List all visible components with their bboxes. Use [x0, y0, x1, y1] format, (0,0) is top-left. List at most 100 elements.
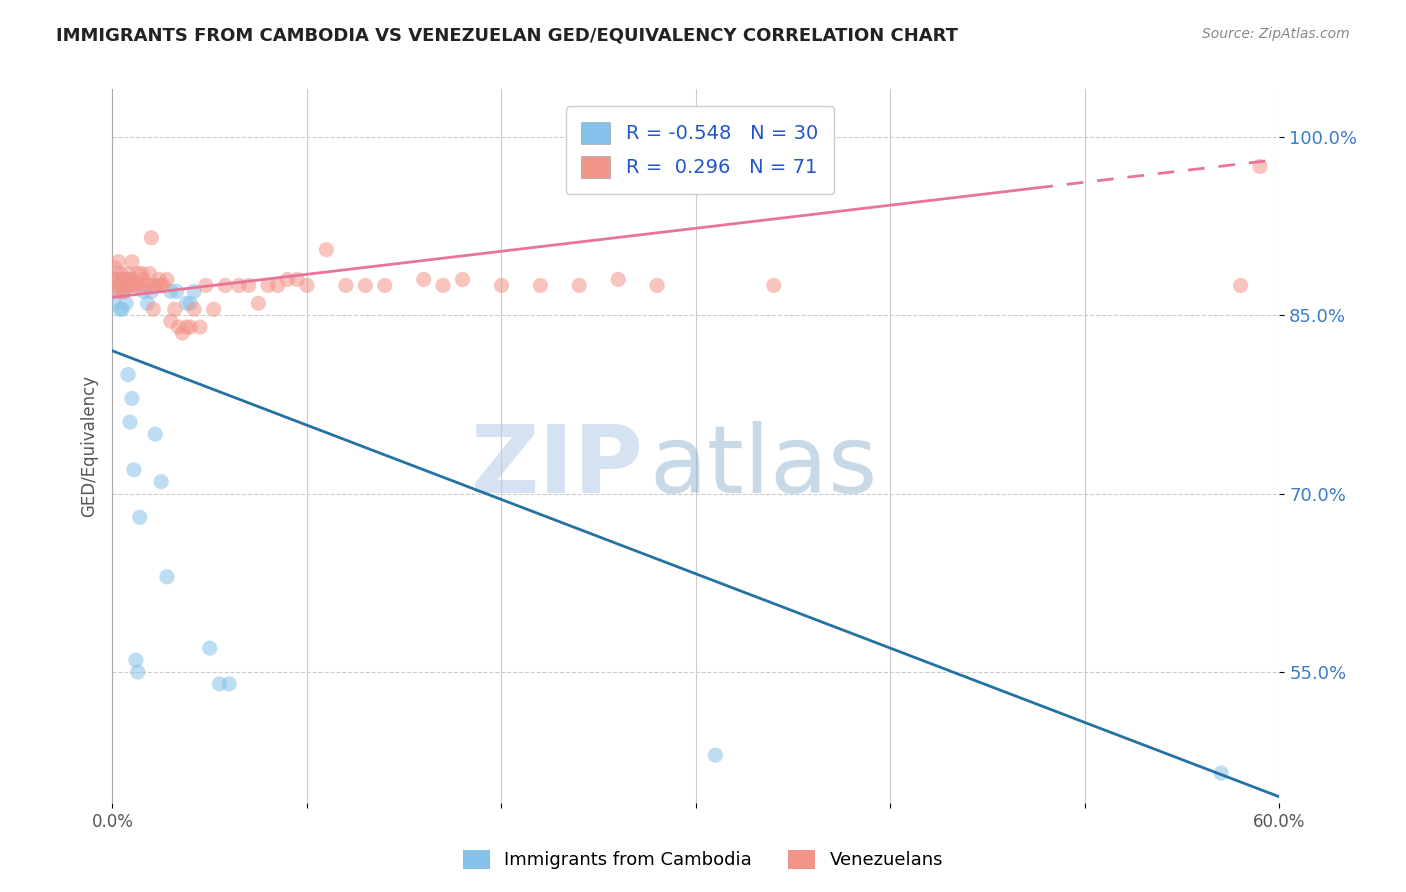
- Point: [163, 302, 186, 317]
- Point: [568, 278, 591, 293]
- Point: [141, 285, 163, 299]
- Point: [115, 278, 138, 293]
- Point: [128, 278, 150, 293]
- Point: [125, 278, 148, 293]
- Point: [121, 272, 143, 286]
- Point: [146, 278, 169, 293]
- Point: [412, 272, 434, 286]
- Point: [105, 278, 128, 293]
- Point: [160, 285, 183, 299]
- Point: [432, 278, 454, 293]
- Point: [188, 320, 211, 334]
- Text: atlas: atlas: [650, 421, 877, 514]
- Point: [491, 278, 513, 293]
- Point: [194, 278, 217, 293]
- Text: Source: ZipAtlas.com: Source: ZipAtlas.com: [1202, 27, 1350, 41]
- Y-axis label: GED/Equivalency: GED/Equivalency: [80, 375, 98, 517]
- Point: [148, 272, 170, 286]
- Point: [111, 285, 134, 299]
- Point: [112, 285, 135, 299]
- Point: [127, 665, 149, 679]
- Point: [142, 302, 165, 317]
- Point: [295, 278, 318, 293]
- Point: [103, 272, 125, 286]
- Point: [374, 278, 396, 293]
- Point: [1209, 766, 1232, 780]
- Point: [202, 302, 225, 317]
- Point: [118, 415, 141, 429]
- Point: [112, 272, 135, 286]
- Point: [529, 278, 551, 293]
- Point: [121, 254, 143, 268]
- Point: [111, 302, 134, 317]
- Point: [138, 267, 160, 281]
- Point: [117, 278, 139, 293]
- Point: [183, 302, 205, 317]
- Point: [762, 278, 785, 293]
- Point: [118, 278, 141, 293]
- Point: [218, 677, 240, 691]
- Point: [285, 272, 308, 286]
- Point: [143, 278, 166, 293]
- Point: [607, 272, 630, 286]
- Point: [172, 326, 194, 340]
- Point: [132, 285, 155, 299]
- Legend: Immigrants from Cambodia, Venezuelans: Immigrants from Cambodia, Venezuelans: [454, 841, 952, 879]
- Point: [704, 748, 727, 763]
- Point: [125, 653, 148, 667]
- Point: [451, 272, 474, 286]
- Point: [127, 267, 149, 281]
- Point: [160, 314, 183, 328]
- Point: [103, 296, 125, 310]
- Point: [115, 296, 138, 310]
- Point: [247, 296, 270, 310]
- Point: [1229, 278, 1251, 293]
- Point: [135, 278, 157, 293]
- Point: [117, 267, 139, 281]
- Point: [105, 272, 128, 286]
- Point: [136, 296, 159, 310]
- Point: [214, 278, 236, 293]
- Point: [107, 254, 129, 268]
- Point: [122, 278, 145, 293]
- Point: [121, 392, 143, 406]
- Point: [335, 278, 357, 293]
- Point: [176, 296, 198, 310]
- Point: [143, 427, 166, 442]
- Text: IMMIGRANTS FROM CAMBODIA VS VENEZUELAN GED/EQUIVALENCY CORRELATION CHART: IMMIGRANTS FROM CAMBODIA VS VENEZUELAN G…: [56, 27, 959, 45]
- Point: [156, 272, 179, 286]
- Point: [228, 278, 250, 293]
- Point: [276, 272, 298, 286]
- Point: [198, 641, 221, 656]
- Point: [128, 510, 150, 524]
- Point: [257, 278, 280, 293]
- Point: [176, 320, 198, 334]
- Point: [103, 260, 125, 275]
- Point: [132, 272, 155, 286]
- Point: [150, 278, 173, 293]
- Point: [167, 320, 190, 334]
- Point: [118, 272, 141, 286]
- Point: [238, 278, 260, 293]
- Point: [150, 475, 173, 489]
- Point: [315, 243, 337, 257]
- Text: ZIP: ZIP: [471, 421, 644, 514]
- Point: [179, 320, 201, 334]
- Legend: R = -0.548   N = 30, R =  0.296   N = 71: R = -0.548 N = 30, R = 0.296 N = 71: [565, 106, 834, 194]
- Point: [179, 296, 201, 310]
- Point: [107, 285, 129, 299]
- Point: [110, 302, 132, 317]
- Point: [645, 278, 668, 293]
- Point: [152, 278, 174, 293]
- Point: [166, 285, 188, 299]
- Point: [156, 570, 179, 584]
- Point: [111, 272, 134, 286]
- Point: [1249, 160, 1271, 174]
- Point: [141, 231, 163, 245]
- Point: [208, 677, 231, 691]
- Point: [183, 285, 205, 299]
- Point: [117, 368, 139, 382]
- Point: [136, 278, 159, 293]
- Point: [131, 267, 153, 281]
- Point: [110, 267, 132, 281]
